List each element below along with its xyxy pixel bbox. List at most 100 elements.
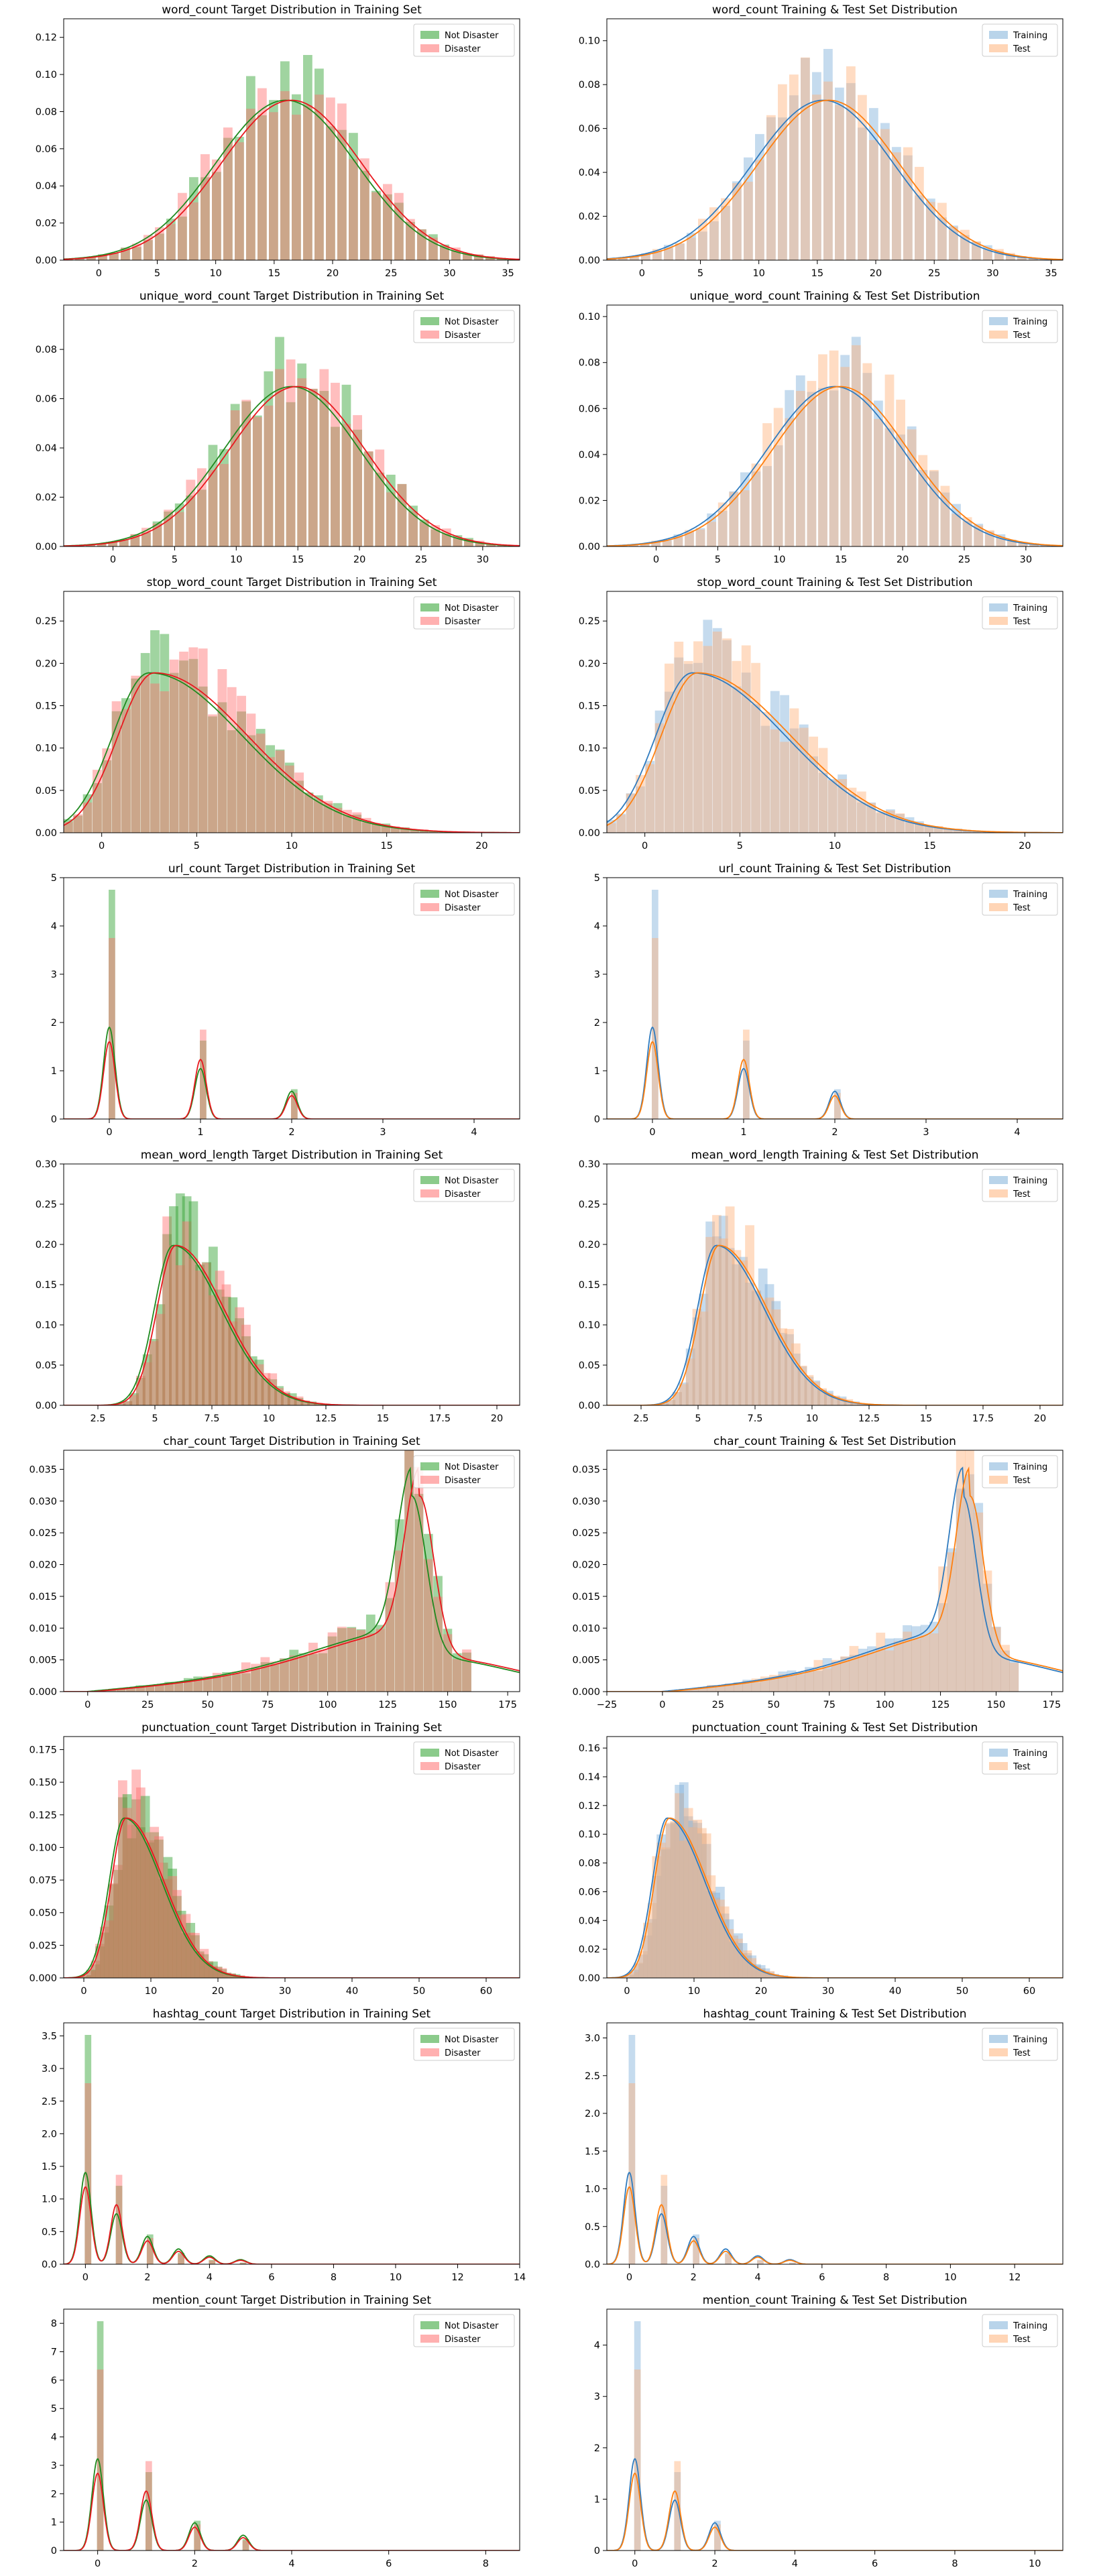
x-tick-label: 10 [209,268,221,279]
x-tick-label: 10 [752,268,764,279]
bar-a [208,1246,218,1405]
bar-b [809,736,819,833]
bar-b [757,2260,764,2264]
bar-a [645,760,655,833]
x-tick-label: 100 [319,1700,337,1710]
bar-b [785,1329,794,1405]
y-tick-label: 0.005 [572,1655,600,1666]
legend-label: Test [1013,1762,1031,1772]
bar-a [929,1621,939,1692]
bar-a [297,363,307,546]
bar-b [876,1633,886,1692]
bar-b [433,1596,443,1692]
bar-a [929,471,939,546]
bar-b [349,159,358,260]
bar-b [744,182,753,260]
y-tick-label: 0.00 [36,828,57,839]
y-tick-label: 0.04 [36,443,57,454]
kde-line-b [607,1466,1063,1692]
bar-b [235,142,244,260]
legend-label: Not Disaster [445,1462,499,1472]
bar-a [371,823,381,833]
bar-b [707,1685,717,1692]
bar-b [920,1635,930,1692]
bar-b [715,1686,726,1692]
y-tick-label: 0.005 [29,1655,57,1666]
bar-b [659,1403,669,1405]
bar-a [181,1933,191,1978]
y-tick-label: 0.06 [579,1887,600,1897]
bar-a [652,251,662,260]
legend-label: Disaster [445,44,481,54]
bar-a [215,1289,225,1405]
x-tick-label: 7.5 [204,1413,219,1424]
legend-label: Not Disaster [445,2035,499,2045]
bar-b [462,1649,471,1692]
bar-b [725,1206,735,1405]
bar-a [169,672,179,833]
legend-label: Test [1013,617,1031,627]
legend-label: Disaster [445,1762,481,1772]
bar-b [252,417,262,546]
bar-a [394,1519,404,1692]
bar-b [712,631,722,833]
bar-b [664,247,673,260]
bar-a [109,890,115,1119]
legend: Not Disaster Disaster [413,1169,515,1202]
bar-a [724,1919,734,1978]
bar-a [949,225,958,260]
y-tick-label: 2.0 [585,2109,600,2119]
bar-a [386,475,396,546]
chart-title: url_count Training & Test Set Distributi… [719,862,952,876]
legend: Not Disaster Disaster [413,596,515,630]
bar-b [82,802,93,833]
kde-line-b [607,2472,1063,2551]
chart-panel-16: 0 2 4 6 8 10 12 0.0 0.5 1.0 1.5 2.0 2.5 3.0 hashtag_co… [585,2007,1063,2283]
bar-b [675,243,685,260]
bar-b [738,1260,748,1405]
bar-b [789,74,799,260]
x-tick-label: 3 [923,1127,929,1138]
bar-a [712,1236,722,1405]
bar-b [688,1827,698,1978]
bar-a [169,1206,178,1405]
bar-a [73,815,83,833]
plot-area [607,1782,1063,1978]
bar-a [911,1626,921,1692]
x-tick-label: 1 [197,1127,203,1138]
bar-b [724,1684,734,1692]
bar-b [705,1236,715,1405]
bar-b [246,713,256,833]
bar-a [675,1784,685,1978]
bar-a [674,2472,681,2551]
bar-a [414,1494,424,1692]
bar-b [718,1238,728,1405]
y-tick-label: 0.06 [36,144,57,155]
bar-b [856,791,866,833]
bar-a [222,1973,232,1978]
bar-a [729,1941,739,1978]
chart-title: mention_count Target Distribution in Tra… [152,2294,431,2307]
legend: Training Test [982,2314,1058,2347]
x-tick-label: 3 [380,1127,386,1138]
bar-a [920,1625,930,1692]
x-tick-label: 10 [230,554,242,565]
bar-b [813,1659,823,1692]
bar-a [701,1844,711,1978]
bar-a [142,1354,152,1405]
legend-swatch [989,317,1008,325]
legend-label: Not Disaster [445,31,499,41]
legend-label: Not Disaster [445,2321,499,2331]
bar-a [77,1977,87,1978]
bar-a [778,117,787,260]
x-tick-label: 30 [1020,554,1032,565]
bar-b [270,1661,280,1692]
bar-b [308,388,318,546]
legend-label: Not Disaster [445,1176,499,1186]
bar-a [452,1653,462,1692]
x-tick-label: 10 [773,554,785,565]
legend-swatch [420,1476,439,1484]
bar-a [179,660,188,833]
bar-a [84,2035,92,2264]
y-tick-label: 0.015 [572,1592,600,1602]
